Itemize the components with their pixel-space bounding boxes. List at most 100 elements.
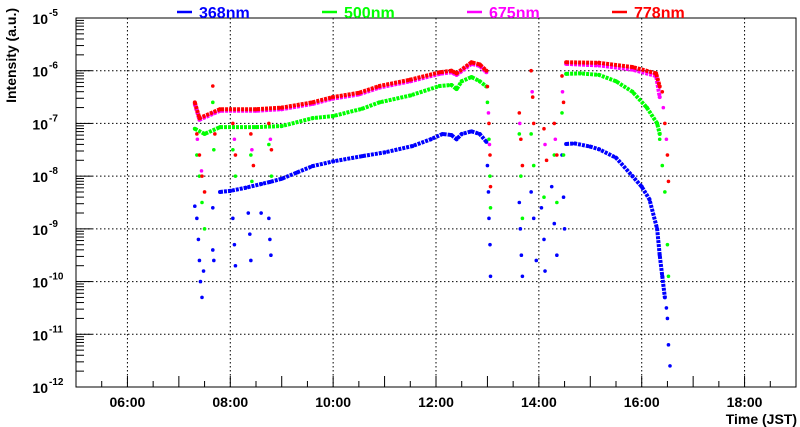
- data-point-368nm: [449, 133, 454, 138]
- data-point-500nm: [597, 72, 602, 77]
- data-point-778nm: [202, 190, 207, 194]
- data-point-778nm: [630, 65, 635, 70]
- data-point-368nm: [484, 139, 489, 144]
- data-point-368nm: [331, 159, 336, 164]
- data-point-500nm: [469, 75, 474, 80]
- data-point-778nm: [377, 84, 382, 89]
- data-point-778nm: [488, 153, 492, 157]
- data-point-500nm: [529, 132, 533, 136]
- y-tick-exponent: -12: [49, 377, 64, 388]
- data-point-675nm: [543, 142, 547, 147]
- data-point-778nm: [469, 60, 474, 65]
- data-point-500nm: [408, 93, 413, 98]
- data-point-778nm: [666, 179, 671, 184]
- series-trace-500nm: [566, 71, 662, 135]
- data-point-500nm: [665, 242, 670, 247]
- x-tick-label: 14:00: [521, 394, 557, 410]
- data-point-368nm: [269, 253, 273, 258]
- data-point-368nm: [666, 343, 671, 347]
- data-point-368nm: [655, 226, 660, 231]
- data-point-368nm: [518, 227, 523, 231]
- y-tick-exponent: -8: [49, 166, 58, 177]
- series-778nm: [192, 60, 671, 194]
- series-trace-500nm: [193, 75, 488, 136]
- data-point-500nm: [488, 174, 492, 178]
- data-point-778nm: [544, 158, 549, 163]
- data-point-368nm: [469, 129, 474, 134]
- data-point-368nm: [211, 205, 215, 210]
- grid: [76, 18, 796, 387]
- data-point-675nm: [232, 137, 237, 142]
- data-point-368nm: [233, 263, 238, 268]
- data-point-368nm: [259, 182, 264, 187]
- data-point-778nm: [485, 84, 490, 89]
- data-point-368nm: [487, 216, 491, 221]
- data-point-675nm: [268, 137, 273, 142]
- data-point-500nm: [195, 153, 199, 157]
- data-point-778nm: [665, 153, 670, 157]
- data-point-778nm: [251, 163, 256, 168]
- data-point-368nm: [410, 144, 415, 149]
- series-layer: [192, 60, 672, 368]
- data-point-675nm: [487, 142, 492, 147]
- data-point-778nm: [654, 71, 659, 76]
- data-point-500nm: [531, 163, 536, 168]
- data-point-368nm: [259, 211, 263, 215]
- data-point-778nm: [519, 137, 523, 142]
- data-point-368nm: [529, 190, 533, 194]
- data-point-500nm: [519, 174, 523, 178]
- data-point-368nm: [664, 306, 669, 310]
- data-point-500nm: [233, 174, 238, 178]
- data-point-500nm: [477, 79, 482, 84]
- data-point-368nm: [542, 237, 546, 242]
- data-point-368nm: [660, 274, 665, 279]
- data-point-500nm: [666, 274, 671, 279]
- data-point-500nm: [310, 116, 315, 121]
- data-point-500nm: [520, 216, 525, 221]
- data-point-368nm: [440, 131, 445, 136]
- data-point-778nm: [310, 100, 315, 105]
- data-point-675nm: [553, 137, 558, 142]
- data-point-675nm: [195, 137, 200, 142]
- data-point-500nm: [202, 227, 207, 231]
- data-point-778nm: [564, 60, 569, 65]
- data-point-368nm: [193, 204, 197, 208]
- data-point-778nm: [449, 68, 454, 73]
- data-point-778nm: [454, 71, 459, 76]
- data-point-368nm: [295, 170, 300, 175]
- x-tick-label: 06:00: [110, 394, 146, 410]
- data-point-675nm: [664, 137, 669, 142]
- data-point-368nm: [572, 141, 577, 146]
- data-point-368nm: [531, 216, 536, 221]
- data-point-778nm: [529, 68, 533, 73]
- data-point-778nm: [560, 74, 564, 78]
- data-point-778nm: [437, 70, 442, 75]
- y-tick-base: 10: [32, 380, 48, 396]
- y-tick-base: 10: [32, 11, 48, 27]
- data-point-778nm: [408, 77, 413, 82]
- data-point-778nm: [249, 132, 253, 136]
- data-point-368nm: [520, 274, 525, 279]
- data-point-368nm: [246, 211, 251, 215]
- y-tick-base: 10: [32, 275, 48, 291]
- data-point-368nm: [310, 164, 315, 169]
- data-point-368nm: [647, 197, 652, 202]
- data-point-368nm: [360, 154, 365, 159]
- data-point-778nm: [484, 68, 489, 73]
- series-trace-368nm: [565, 141, 667, 298]
- data-point-500nm: [552, 153, 557, 157]
- data-point-500nm: [578, 71, 582, 76]
- data-point-675nm: [657, 95, 662, 100]
- data-point-368nm: [200, 295, 204, 300]
- data-point-368nm: [459, 131, 464, 136]
- data-point-368nm: [428, 137, 433, 142]
- data-point-778nm: [663, 121, 667, 126]
- data-point-368nm: [196, 237, 201, 242]
- data-point-778nm: [356, 90, 361, 95]
- data-point-500nm: [517, 132, 522, 136]
- data-point-500nm: [211, 100, 215, 105]
- data-point-368nm: [555, 253, 559, 258]
- data-point-500nm: [487, 137, 491, 142]
- data-point-368nm: [552, 221, 557, 226]
- data-point-778nm: [233, 153, 238, 157]
